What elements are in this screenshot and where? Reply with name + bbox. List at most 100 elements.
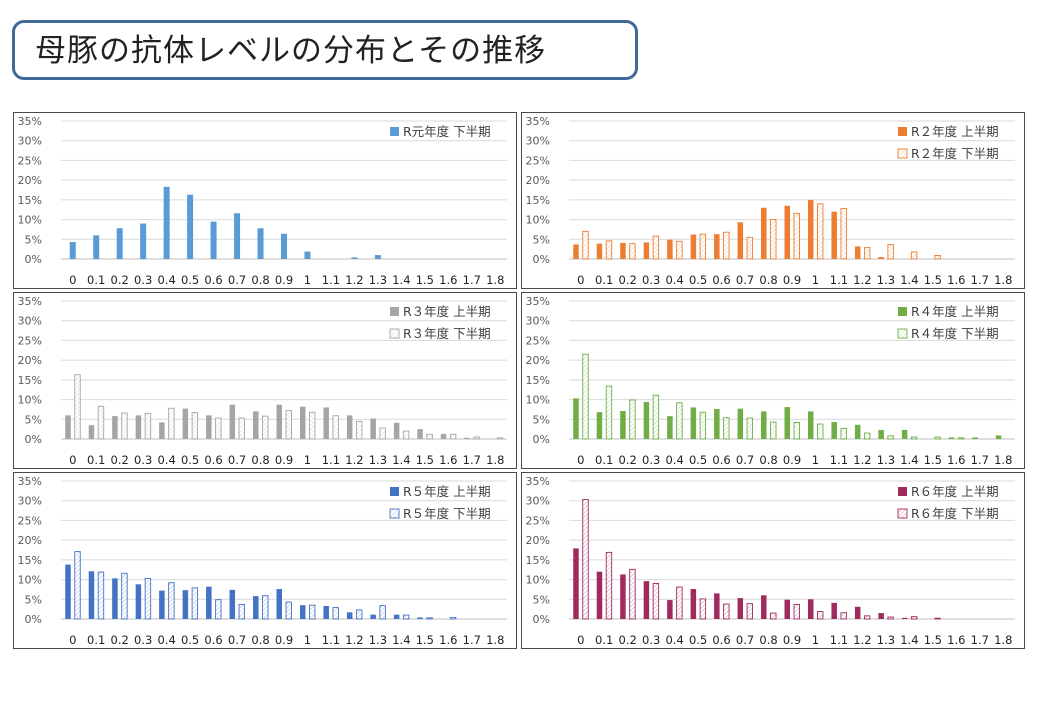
bar-first-half-1 (299, 406, 306, 439)
bar-first-half-0.2 (620, 411, 626, 439)
bar-second-half-1.4 (402, 614, 410, 620)
bar-first-half-0 (573, 398, 579, 439)
bar-first-half-0.4 (159, 422, 165, 439)
x-tick-label: 0.7 (228, 453, 246, 467)
x-tick-label: 1.6 (439, 453, 457, 467)
bar-first-half-1.2 (854, 606, 861, 619)
bar-second-half-1.3 (887, 243, 894, 260)
y-tick-label: 10% (526, 574, 550, 587)
bar-first-half-1 (807, 411, 814, 439)
x-tick-label: 1.5 (924, 273, 942, 287)
bar-second-half-0.8 (770, 612, 777, 620)
bar-second-half-0.7 (746, 417, 754, 440)
bar-first-half-0.3 (140, 223, 147, 259)
x-tick-label: 0.4 (157, 453, 175, 467)
bar-second-half-0.8 (262, 415, 269, 440)
x-tick-label: 1.4 (900, 453, 918, 467)
bar-first-half-0.4 (159, 590, 165, 619)
bar-first-half-1.5 (417, 617, 423, 619)
bar-first-half-0.5 (690, 234, 697, 259)
bar-second-half-1.5 (934, 436, 941, 440)
bar-second-half-1.5 (426, 433, 433, 440)
x-tick-label: 1.4 (392, 453, 410, 467)
y-tick-label: 0% (533, 253, 550, 266)
bar-first-half-1.8 (995, 435, 1002, 439)
x-tick-label: 1.2 (853, 273, 871, 287)
bar-first-half-1.2 (346, 415, 353, 439)
legend-label: R５年度 下半期 (403, 506, 491, 521)
bar-first-half-0.9 (281, 233, 287, 259)
x-tick-label: 1.2 (853, 453, 871, 467)
chart-panel-r3: 0% 5% 10% 15% 20% 25% 30% 35% 0 0.1 0.2 0.3 0.4 0.5 0.… (13, 292, 517, 469)
y-tick-label: 30% (526, 495, 550, 508)
bar-first-half-0.2 (620, 574, 626, 619)
bar-first-half-1 (304, 251, 311, 259)
y-tick-label: 25% (526, 514, 550, 527)
chart-r2: 0% 5% 10% 15% 20% 25% 30% 35% 0 0.1 0.2 0.3 0.4 0.5 0.… (526, 115, 1015, 287)
bar-second-half-0.1 (605, 551, 613, 620)
x-tick-label: 1.3 (369, 633, 387, 647)
x-tick-label: 0.1 (595, 633, 613, 647)
y-tick-label: 35% (526, 295, 550, 308)
bar-second-half-0.2 (121, 572, 128, 620)
bar-second-half-0.4 (168, 582, 175, 620)
x-tick-label: 0.6 (712, 273, 730, 287)
bar-first-half-0.3 (135, 584, 142, 619)
y-tick-label: 5% (533, 233, 550, 246)
bar-first-half-0.8 (257, 228, 264, 259)
y-tick-label: 25% (18, 334, 42, 347)
y-tick-label: 0% (533, 613, 550, 626)
y-tick-label: 0% (25, 613, 42, 626)
bar-second-half-1.4 (910, 251, 918, 260)
x-tick-label: 0.3 (134, 633, 152, 647)
legend-swatch (390, 307, 399, 316)
bar-second-half-1.1 (840, 612, 847, 620)
bar-second-half-0.4 (676, 586, 683, 620)
x-tick-label: 0.4 (665, 273, 683, 287)
legend-swatch (897, 328, 908, 339)
y-tick-label: 25% (18, 514, 42, 527)
x-tick-label: 0.5 (689, 273, 707, 287)
legend-swatch (390, 127, 399, 136)
x-tick-label: 1.2 (345, 633, 363, 647)
y-tick-label: 35% (18, 115, 42, 128)
bar-second-half-1.2 (863, 432, 871, 440)
bar-first-half-0.9 (784, 599, 790, 619)
x-tick-label: 0 (69, 633, 76, 647)
bar-first-half-0.8 (253, 411, 259, 439)
bar-first-half-1 (807, 599, 814, 619)
legend-swatch (897, 508, 908, 519)
bar-second-half-1 (309, 411, 316, 440)
x-tick-label: 0.6 (712, 453, 730, 467)
bar-first-half-0.1 (88, 425, 95, 439)
bar-first-half-1.4 (393, 614, 400, 619)
bar-second-half-0.1 (97, 571, 105, 620)
bar-second-half-0.9 (285, 410, 292, 440)
bar-second-half-0.6 (723, 417, 730, 440)
x-tick-label: 1.7 (971, 273, 989, 287)
x-tick-label: 0.1 (595, 273, 613, 287)
bar-second-half-1.8 (496, 437, 504, 440)
legend-label: R５年度 上半期 (403, 484, 491, 499)
x-tick-label: 0.7 (228, 273, 246, 287)
bar-second-half-1.6 (957, 437, 965, 440)
y-tick-label: 20% (18, 354, 42, 367)
x-tick-label: 0.3 (134, 273, 152, 287)
legend-label: R２年度 上半期 (911, 124, 999, 139)
legend-label: R元年度 下半期 (403, 124, 491, 139)
bar-first-half-1.5 (417, 429, 423, 439)
bar-second-half-0 (582, 353, 589, 440)
bar-second-half-0.6 (723, 231, 730, 260)
x-tick-label: 0.9 (275, 273, 293, 287)
x-tick-label: 1 (304, 273, 311, 287)
x-tick-label: 0.9 (783, 273, 801, 287)
x-tick-label: 0.5 (181, 273, 199, 287)
bar-first-half-1.1 (831, 211, 837, 259)
bar-second-half-0.9 (285, 601, 292, 620)
bar-second-half-1.4 (402, 430, 410, 440)
bar-first-half-0 (573, 548, 579, 619)
legend-swatch (390, 487, 399, 496)
x-tick-label: 0.5 (689, 633, 707, 647)
x-tick-label: 0.7 (736, 633, 754, 647)
bar-first-half-1.6 (440, 433, 447, 439)
